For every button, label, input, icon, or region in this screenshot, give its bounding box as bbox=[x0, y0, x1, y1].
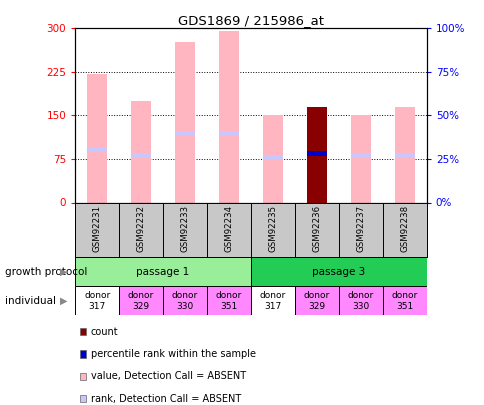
Text: percentile rank within the sample: percentile rank within the sample bbox=[91, 349, 256, 359]
Bar bbox=[350, 115, 370, 202]
Bar bbox=[306, 151, 326, 156]
Bar bbox=[306, 107, 326, 202]
Bar bbox=[131, 153, 151, 158]
Bar bbox=[382, 286, 426, 315]
Bar bbox=[219, 131, 239, 135]
Text: donor
317: donor 317 bbox=[84, 291, 110, 311]
Bar bbox=[87, 148, 107, 152]
Text: growth protocol: growth protocol bbox=[5, 267, 87, 277]
Text: GSM92236: GSM92236 bbox=[312, 205, 321, 252]
Bar bbox=[75, 286, 119, 315]
Bar bbox=[251, 257, 426, 286]
Bar bbox=[394, 153, 414, 158]
Bar bbox=[175, 42, 195, 202]
Text: passage 1: passage 1 bbox=[136, 267, 189, 277]
Text: GSM92233: GSM92233 bbox=[180, 205, 189, 252]
Bar bbox=[338, 286, 382, 315]
Title: GDS1869 / 215986_at: GDS1869 / 215986_at bbox=[178, 14, 323, 27]
Bar bbox=[262, 155, 282, 159]
Bar bbox=[207, 286, 251, 315]
Bar bbox=[175, 131, 195, 135]
Text: value, Detection Call = ABSENT: value, Detection Call = ABSENT bbox=[91, 371, 245, 381]
Text: rank, Detection Call = ABSENT: rank, Detection Call = ABSENT bbox=[91, 394, 241, 403]
Text: ▶: ▶ bbox=[60, 267, 68, 277]
Text: GSM92231: GSM92231 bbox=[92, 205, 102, 252]
Text: donor
317: donor 317 bbox=[259, 291, 286, 311]
Text: donor
329: donor 329 bbox=[128, 291, 154, 311]
Text: donor
330: donor 330 bbox=[172, 291, 198, 311]
Bar bbox=[75, 257, 251, 286]
Bar bbox=[87, 74, 107, 202]
Text: donor
330: donor 330 bbox=[347, 291, 373, 311]
Bar bbox=[394, 107, 414, 202]
Bar bbox=[119, 286, 163, 315]
Bar bbox=[294, 286, 338, 315]
Text: donor
351: donor 351 bbox=[391, 291, 417, 311]
Text: individual: individual bbox=[5, 296, 56, 306]
Text: GSM92238: GSM92238 bbox=[399, 205, 408, 252]
Text: donor
351: donor 351 bbox=[215, 291, 242, 311]
Text: GSM92234: GSM92234 bbox=[224, 205, 233, 252]
Text: GSM92232: GSM92232 bbox=[136, 205, 145, 252]
Bar bbox=[219, 31, 239, 202]
Text: GSM92235: GSM92235 bbox=[268, 205, 277, 252]
Bar bbox=[163, 286, 207, 315]
Text: passage 3: passage 3 bbox=[312, 267, 365, 277]
Bar bbox=[262, 115, 282, 202]
Text: donor
329: donor 329 bbox=[303, 291, 329, 311]
Bar bbox=[251, 286, 294, 315]
Text: ▶: ▶ bbox=[60, 296, 68, 306]
Text: GSM92237: GSM92237 bbox=[356, 205, 364, 252]
Bar bbox=[350, 153, 370, 158]
Bar bbox=[131, 101, 151, 202]
Text: count: count bbox=[91, 327, 119, 337]
